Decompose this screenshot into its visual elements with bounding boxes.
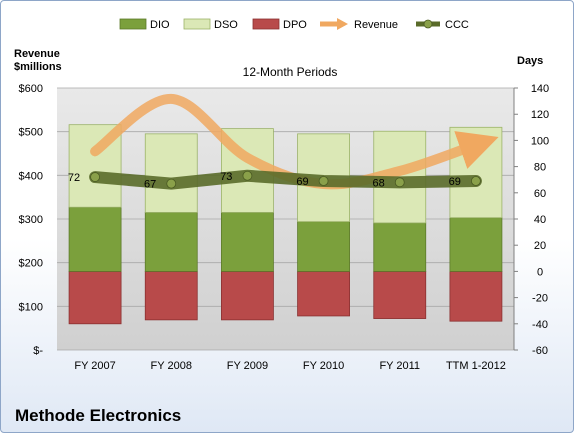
ccc-point — [90, 172, 100, 182]
company-name: Methode Electronics — [15, 406, 182, 425]
x-tick-label: FY 2008 — [151, 360, 192, 372]
legend-label-dpo: DPO — [283, 19, 307, 31]
chart-subtitle: 12-Month Periods — [243, 65, 338, 79]
bar-dpo — [68, 270, 122, 325]
legend-label-dio: DIO — [150, 19, 170, 31]
left-axis-title-line1: Revenue — [14, 48, 60, 60]
ccc-point — [318, 176, 329, 186]
x-tick-label: FY 2007 — [74, 360, 115, 372]
right-tick-label: 40 — [534, 214, 546, 226]
ccc-point — [471, 176, 481, 186]
ccc-data-label: 67 — [144, 179, 156, 191]
legend: DIO DSO DPO Revenue CCC — [119, 18, 469, 31]
bar-dio — [297, 221, 350, 272]
right-tick-label: 20 — [534, 240, 546, 252]
revenue-line — [90, 93, 499, 190]
right-tick-label: 80 — [534, 162, 546, 174]
legend-label-revenue: Revenue — [354, 19, 398, 31]
bar-dio — [144, 212, 198, 272]
right-tick-label: -40 — [532, 319, 548, 331]
bar-dio — [449, 217, 503, 272]
legend-label-dso: DSO — [214, 19, 238, 31]
right-tick-label: 120 — [531, 109, 549, 121]
right-tick-label: 140 — [531, 83, 549, 95]
right-tick-label: -20 — [532, 293, 548, 305]
ccc-data-label: 69 — [296, 176, 308, 188]
left-tick-label: $100 — [19, 301, 43, 313]
ccc-data-label: 73 — [220, 171, 232, 183]
left-tick-label: $- — [33, 345, 43, 357]
bar-dpo — [144, 270, 198, 321]
legend-swatch-dio — [119, 18, 147, 30]
x-tick-label: FY 2009 — [227, 360, 268, 372]
bar-dpo — [373, 270, 427, 319]
bar-dio — [221, 212, 274, 272]
bar-dio — [68, 206, 122, 272]
bar-dpo — [221, 270, 274, 321]
bar-dpo — [297, 270, 350, 317]
left-axis-title-line2: $millions — [14, 61, 62, 73]
right-tick-label: 100 — [531, 135, 549, 147]
legend-swatch-dso — [183, 18, 211, 30]
ccc-data-label: 69 — [449, 176, 461, 188]
ccc-point — [166, 178, 177, 189]
ccc-line — [89, 169, 482, 190]
legend-label-ccc: CCC — [445, 19, 469, 31]
ccc-data-label: 68 — [373, 177, 385, 189]
right-tick-label: -60 — [532, 345, 548, 357]
left-tick-label: $400 — [19, 170, 43, 182]
right-tick-label: 0 — [537, 266, 543, 278]
x-tick-label: FY 2011 — [379, 360, 420, 372]
bar-dio — [373, 222, 427, 272]
series-lines: 72 67 73 69 68 69 — [68, 93, 499, 191]
right-axis: -60 -40 -20 0 20 40 60 80 100 120 140 — [513, 83, 549, 357]
right-tick-label: 60 — [534, 188, 546, 200]
bar-dso — [144, 133, 198, 213]
left-tick-label: $500 — [19, 127, 43, 139]
left-tick-label: $300 — [19, 214, 43, 226]
left-tick-label: $200 — [19, 258, 43, 270]
gridlines — [57, 87, 514, 351]
left-tick-label: $600 — [19, 83, 43, 95]
left-axis: $- $100 $200 $300 $400 $500 $600 — [19, 83, 44, 357]
ccc-data-label: 72 — [68, 172, 80, 184]
x-tick-label: TTM 1-2012 — [446, 360, 506, 372]
legend-swatch-dpo — [252, 18, 280, 30]
bar-dpo — [449, 270, 503, 322]
ccc-point — [242, 170, 253, 181]
x-axis: FY 2007 FY 2008 FY 2009 FY 2010 FY 2011 TTM 1… — [74, 360, 505, 372]
right-axis-title: Days — [517, 55, 543, 67]
ccc-point — [394, 177, 405, 188]
x-tick-label: FY 2010 — [303, 360, 344, 372]
legend-ccc-marker-icon — [423, 19, 433, 29]
legend-revenue-arrowhead — [337, 18, 348, 30]
